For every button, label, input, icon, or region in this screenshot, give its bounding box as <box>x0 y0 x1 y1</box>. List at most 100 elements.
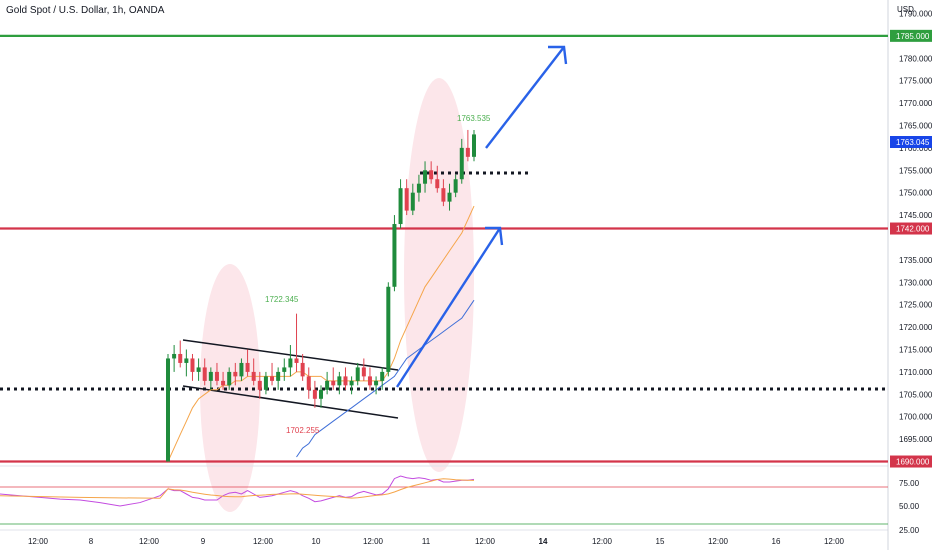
last-price-tag: 1763.045 <box>890 136 932 148</box>
time-tick-9: 14 <box>539 537 548 546</box>
candle-0 <box>166 353 170 462</box>
candle-body <box>435 179 440 189</box>
candle-24 <box>312 380 317 408</box>
annotation-peak-label: 1763.535 <box>457 114 491 123</box>
candle-34 <box>374 376 379 395</box>
candle-body <box>233 371 238 377</box>
candle-18 <box>276 367 281 390</box>
arrow-lower[interactable] <box>395 226 504 388</box>
candle-40 <box>410 183 415 216</box>
candle-29 <box>343 367 348 390</box>
candle-body <box>441 188 446 202</box>
time-tick-11: 15 <box>656 537 665 546</box>
time-tick-4: 12:00 <box>253 537 274 546</box>
time-tick-3: 9 <box>201 537 206 546</box>
candle-2 <box>178 340 183 368</box>
key-levels <box>0 34 888 463</box>
price-tick-17: 1695.000 <box>899 435 932 444</box>
price-tick-2: 1775.000 <box>899 77 932 86</box>
candle-body <box>214 371 219 381</box>
candle-35 <box>380 367 385 390</box>
time-axis[interactable]: 12:00 8 12:00 9 12:00 10 12:00 11 12:00 14 12:00 15… <box>28 537 845 546</box>
price-tick-0: 1790.000 <box>899 9 932 18</box>
time-tick-6: 12:00 <box>363 537 384 546</box>
time-tick-7: 11 <box>422 537 431 546</box>
level-tag-label-0: 1785.000 <box>896 32 930 41</box>
channel-lower-line[interactable] <box>182 385 399 419</box>
candle-3 <box>184 349 189 377</box>
candle-body <box>331 380 336 386</box>
candle-30 <box>349 376 354 395</box>
candle-body <box>196 367 201 372</box>
time-tick-13: 16 <box>772 537 781 546</box>
candle-21 <box>294 313 299 372</box>
candle-body <box>355 367 360 381</box>
candle-body <box>294 358 299 363</box>
annotation-low-label: 1702.255 <box>286 426 320 435</box>
price-tick-14: 1710.000 <box>899 368 932 377</box>
candle-body <box>472 134 476 157</box>
dotted-levels <box>0 171 888 391</box>
time-tick-2: 12:00 <box>139 537 160 546</box>
fast-moving-average-line <box>167 205 475 462</box>
candle-5 <box>196 358 201 381</box>
price-tick-9: 1735.000 <box>899 256 932 265</box>
candle-body <box>349 380 354 386</box>
price-axis[interactable]: USD 1790.000 1780.000 1775.000 1770.000 1765… <box>897 5 932 444</box>
level-tag-label-1: 1742.000 <box>896 225 930 234</box>
time-tick-5: 10 <box>312 537 321 546</box>
candle-41 <box>416 174 421 202</box>
candle-body <box>270 376 275 381</box>
candle-body <box>380 371 385 381</box>
price-tick-16: 1700.000 <box>899 413 932 422</box>
candle-body <box>429 170 434 180</box>
arrow-upper[interactable] <box>485 45 568 149</box>
candle-body <box>410 192 415 211</box>
candle-39 <box>404 179 409 216</box>
price-tick-7: 1750.000 <box>899 189 932 198</box>
time-tick-1: 8 <box>89 537 94 546</box>
rsi-axis: 75.00 50.00 25.00 <box>899 479 920 535</box>
candlestick-series <box>166 129 476 462</box>
candle-38 <box>398 179 403 229</box>
candle-36 <box>386 282 391 377</box>
candle-7 <box>208 367 213 390</box>
candle-23 <box>306 367 311 399</box>
candle-body <box>398 188 403 225</box>
candle-47 <box>453 174 458 198</box>
candle-25 <box>319 385 323 408</box>
candle-body <box>190 358 195 372</box>
candle-body <box>202 367 207 381</box>
price-tick-5: 1760.000 <box>899 144 932 153</box>
price-tick-8: 1745.000 <box>899 211 932 220</box>
candle-50 <box>472 129 476 162</box>
candle-43 <box>429 161 434 184</box>
candle-body <box>257 380 262 390</box>
projection-arrows <box>395 45 568 388</box>
candle-body <box>404 188 409 211</box>
candle-6 <box>202 358 207 386</box>
price-tick-4: 1765.000 <box>899 121 932 130</box>
candle-body <box>392 224 397 287</box>
candle-body <box>416 183 421 193</box>
candle-31 <box>355 362 360 386</box>
candle-13 <box>245 349 250 377</box>
candle-37 <box>392 215 397 292</box>
candle-body <box>361 367 366 377</box>
candle-28 <box>337 371 342 395</box>
candle-42 <box>423 161 428 193</box>
highlight-ellipse-left <box>200 264 260 512</box>
candle-body <box>459 147 464 180</box>
candle-body <box>221 380 226 386</box>
candle-body <box>306 376 311 390</box>
rsi-tick-1: 50.00 <box>899 502 920 511</box>
candle-body <box>465 147 470 157</box>
time-tick-10: 12:00 <box>592 537 613 546</box>
highlight-shapes <box>200 78 474 512</box>
candle-body <box>337 376 342 386</box>
candle-11 <box>233 362 238 386</box>
candle-body <box>184 358 189 363</box>
time-tick-0: 12:00 <box>28 537 49 546</box>
